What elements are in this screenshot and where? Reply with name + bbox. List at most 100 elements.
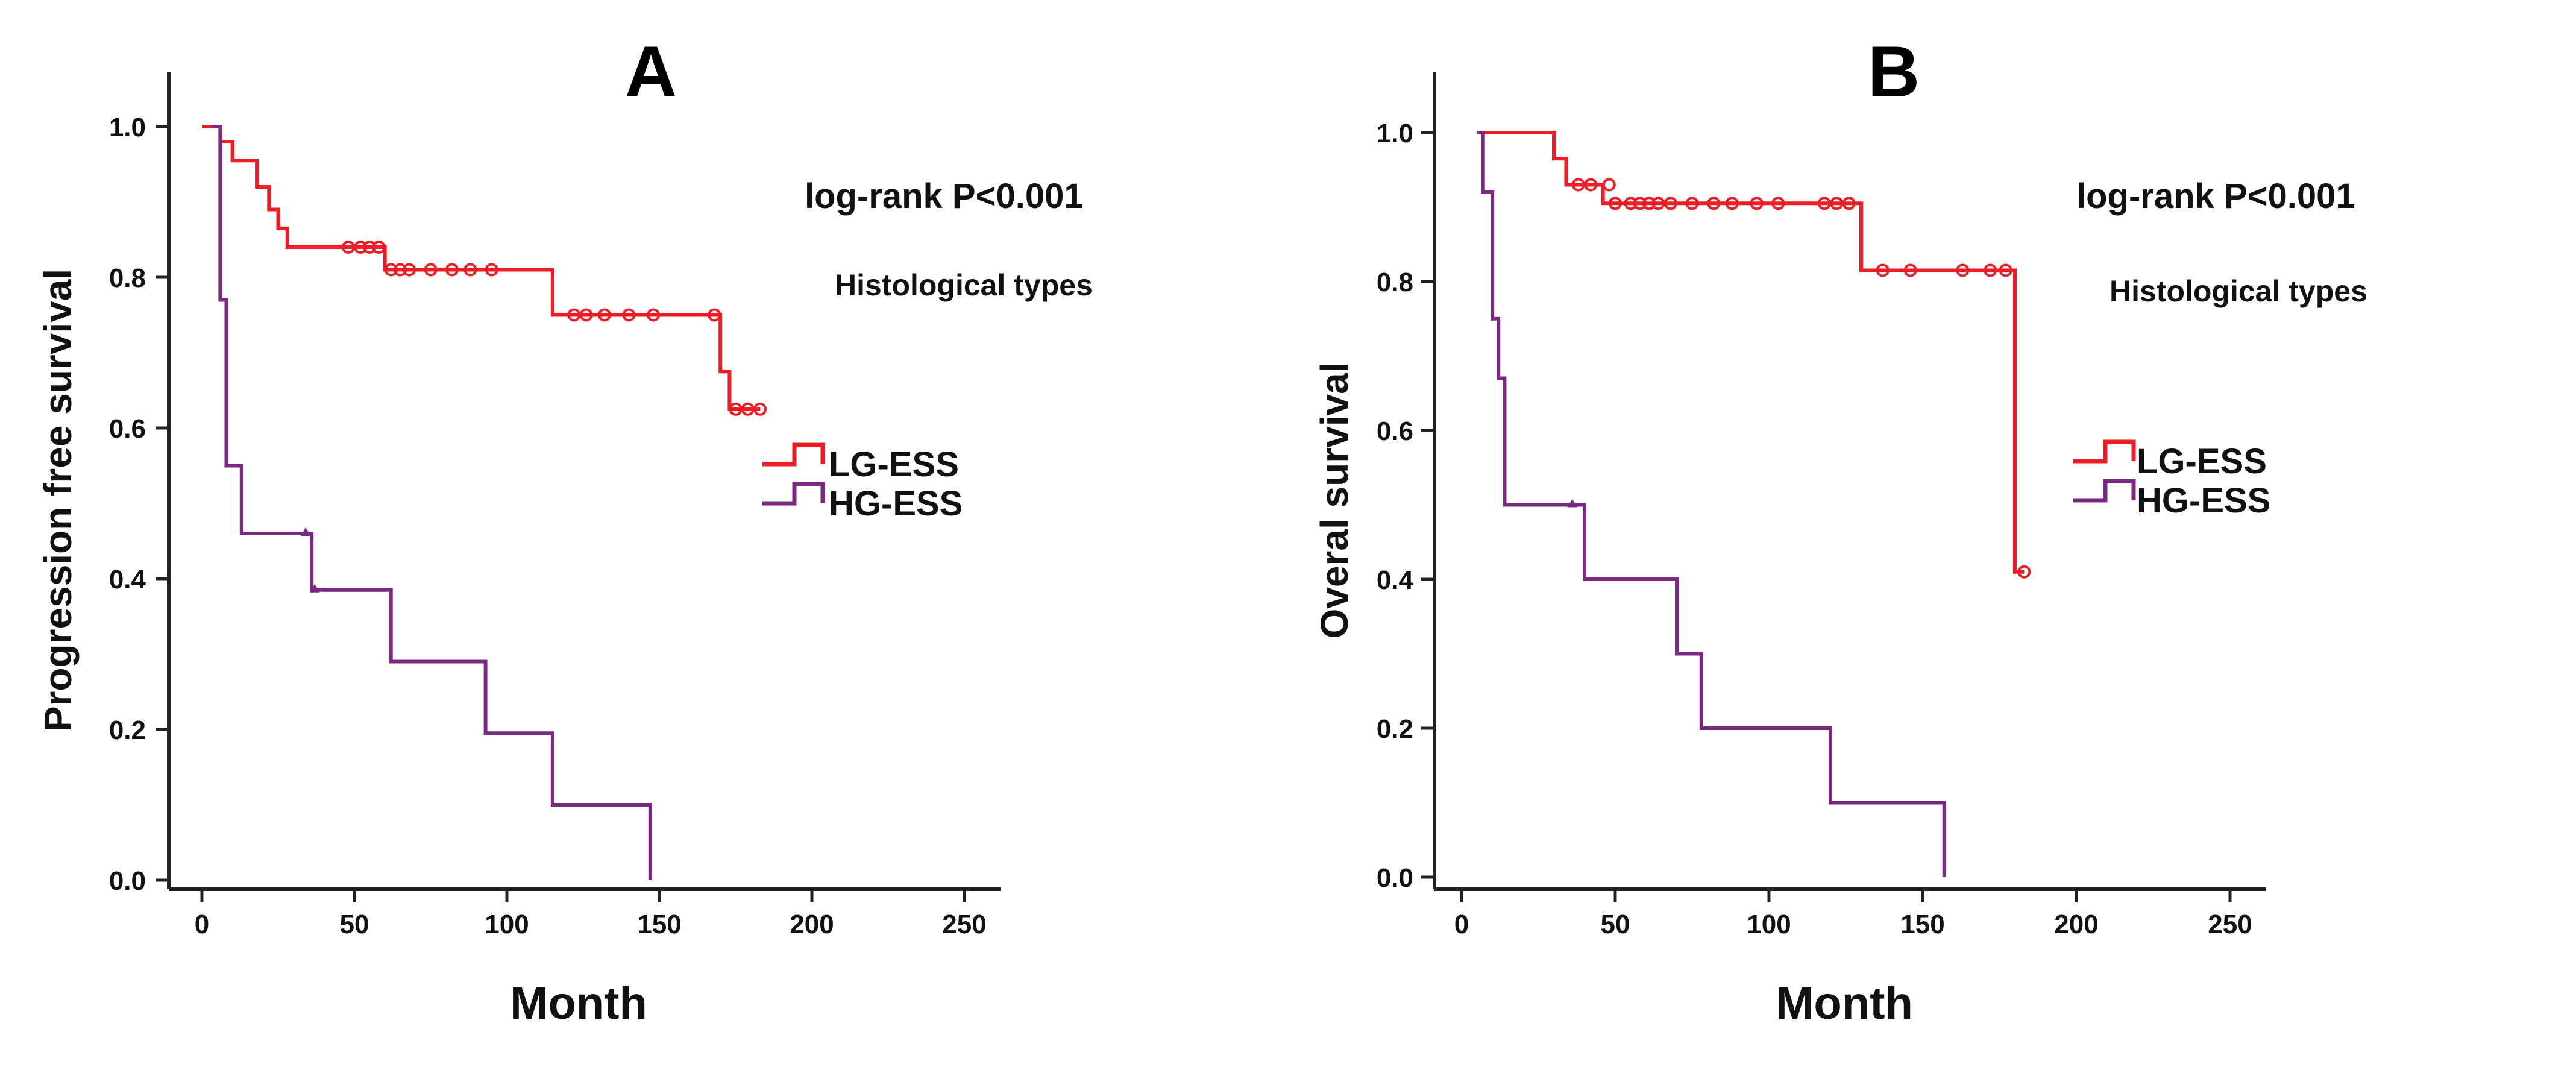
x-tick-label-a-3: 150: [637, 910, 681, 939]
x-tick-label-b-3: 150: [1900, 910, 1944, 939]
legend-label-a-lg: LG-ESS: [829, 445, 959, 484]
panel-label-a: A: [625, 31, 677, 112]
censor-mark-b-lg-21: [1999, 263, 2012, 277]
legend-b: LG-ESS HG-ESS: [2073, 439, 2270, 520]
y-tick-label-a-0: 0.0: [109, 866, 146, 896]
x-axis-title-a: Month: [510, 978, 647, 1029]
censor-mark-a-lg-10: [485, 263, 498, 277]
y-axis-title-b: Overal survival: [1313, 362, 1356, 639]
y-ticks-b: 0.0 0.2 0.4 0.6 0.8 1.0: [1377, 119, 1434, 893]
censor-mark-b-lg-18: [1903, 263, 1917, 277]
chart-panel-a: A 0.0 0.2 0.4 0.6 0.8 1.0 0: [36, 31, 1093, 1029]
censor-mark-a-lg-16: [708, 308, 721, 322]
censor-mark-b-lg-0: [1571, 178, 1585, 192]
censor-mark-a-lg-8: [445, 263, 459, 277]
legend-label-b-hg: HG-ESS: [2137, 481, 2270, 520]
x-ticks-a: 0 50 100 150 200 250: [195, 889, 987, 939]
censor-mark-a-lg-17: [729, 402, 743, 416]
censor-mark-b-lg-17: [1876, 263, 1890, 277]
censor-mark-a-lg-7: [424, 263, 438, 277]
y-tick-label-a-5: 1.0: [109, 113, 146, 142]
censor-mark-a-lg-19: [753, 402, 767, 416]
censor-mark-a-lg-1: [354, 241, 368, 254]
legend-label-a-hg: HG-ESS: [829, 484, 963, 523]
x-tick-label-a-2: 100: [485, 910, 529, 939]
censor-mark-a-lg-9: [463, 263, 477, 277]
y-tick-label-b-0: 0.0: [1377, 863, 1413, 893]
censor-mark-a-lg-5: [393, 263, 407, 277]
censor-mark-a-lg-6: [403, 263, 416, 277]
y-tick-label-b-4: 0.8: [1377, 268, 1413, 297]
censor-mark-b-lg-9: [1685, 197, 1699, 210]
censor-mark-b-lg-15: [1830, 197, 1844, 210]
legend-line-b-hg: [2073, 479, 2136, 503]
censor-mark-a-lg-2: [363, 241, 377, 254]
censor-mark-b-lg-5: [1633, 197, 1647, 210]
y-axis-title-a: Progression free survival: [36, 269, 80, 732]
censor-mark-b-lg-12: [1750, 197, 1764, 210]
censor-mark-a-lg-15: [646, 308, 660, 322]
legend-line-b-lg: [2073, 439, 2136, 464]
survival-curve-a-lg: [202, 125, 760, 411]
censor-mark-b-lg-1: [1584, 178, 1598, 192]
logrank-annotation-a: log-rank P<0.001: [805, 177, 1084, 216]
legend-a: LG-ESS HG-ESS: [762, 442, 963, 523]
censor-mark-b-lg-3: [1609, 197, 1622, 210]
y-tick-label-b-3: 0.6: [1377, 417, 1413, 446]
survival-curve-a-hg: [211, 125, 652, 880]
y-tick-label-a-2: 0.4: [109, 565, 146, 594]
censor-mark-b-lg-14: [1817, 197, 1831, 210]
censor-mark-b-lg-2: [1602, 178, 1616, 192]
censor-mark-b-lg-13: [1771, 197, 1785, 210]
censor-mark-b-lg-6: [1642, 197, 1656, 210]
censor-mark-a-lg-3: [372, 241, 386, 254]
censor-mark-b-lg-4: [1624, 197, 1638, 210]
censor-mark-a-lg-18: [741, 402, 755, 416]
x-tick-label-a-0: 0: [195, 910, 209, 939]
y-tick-label-b-5: 1.0: [1377, 119, 1413, 148]
legend-line-a-lg: [762, 442, 825, 467]
y-tick-label-a-1: 0.2: [109, 716, 146, 745]
y-ticks-a: 0.0 0.2 0.4 0.6 0.8 1.0: [109, 113, 169, 896]
y-tick-label-b-2: 0.4: [1377, 565, 1414, 595]
censor-mark-b-lg-11: [1725, 197, 1739, 210]
censor-mark-b-lg-8: [1663, 197, 1677, 210]
x-tick-label-b-1: 50: [1601, 910, 1630, 939]
y-tick-label-a-3: 0.6: [109, 414, 146, 444]
y-tick-label-a-4: 0.8: [109, 263, 146, 293]
plot-area-a: [202, 125, 767, 880]
x-tick-label-a-4: 200: [790, 910, 834, 939]
x-tick-label-b-4: 200: [2054, 910, 2098, 939]
censor-mark-b-lg-10: [1707, 197, 1721, 210]
x-ticks-b: 0 50 100 150 200 250: [1454, 889, 2252, 939]
legend-line-a-hg: [762, 482, 825, 506]
legend-label-b-lg: LG-ESS: [2137, 442, 2267, 481]
censor-mark-a-lg-14: [622, 308, 636, 322]
x-tick-label-a-5: 250: [942, 910, 986, 939]
censor-mark-b-hg-0: [1567, 499, 1577, 508]
censor-mark-b-lg-20: [1984, 263, 1997, 277]
survival-curve-b-hg: [1477, 131, 1946, 877]
panel-label-b: B: [1868, 31, 1920, 112]
histological-types-label-a: Histological types: [835, 268, 1093, 302]
censor-mark-a-lg-4: [384, 263, 398, 277]
y-tick-label-b-1: 0.2: [1377, 714, 1413, 744]
logrank-annotation-b: log-rank P<0.001: [2076, 177, 2355, 216]
chart-panel-b: B 0.0 0.2 0.4 0.6 0.8 1.0 0 50 100: [1313, 31, 2367, 1029]
censor-mark-a-lg-0: [341, 241, 355, 254]
censor-mark-b-lg-22: [2017, 565, 2031, 579]
survival-curve-b-lg: [1477, 131, 2025, 574]
censor-mark-a-lg-13: [597, 308, 611, 322]
plot-area-b: [1477, 131, 2031, 877]
x-tick-label-b-5: 250: [2208, 910, 2252, 939]
censor-mark-a-hg-0: [301, 527, 311, 536]
x-axis-title-b: Month: [1776, 978, 1913, 1029]
histological-types-label-b: Histological types: [2109, 274, 2367, 308]
x-tick-label-b-2: 100: [1747, 910, 1791, 939]
censor-mark-a-lg-12: [579, 308, 593, 322]
censor-mark-a-hg-1: [310, 584, 320, 593]
x-tick-label-b-0: 0: [1454, 910, 1469, 939]
x-tick-label-a-1: 50: [340, 910, 369, 939]
censor-mark-b-lg-16: [1842, 197, 1856, 210]
